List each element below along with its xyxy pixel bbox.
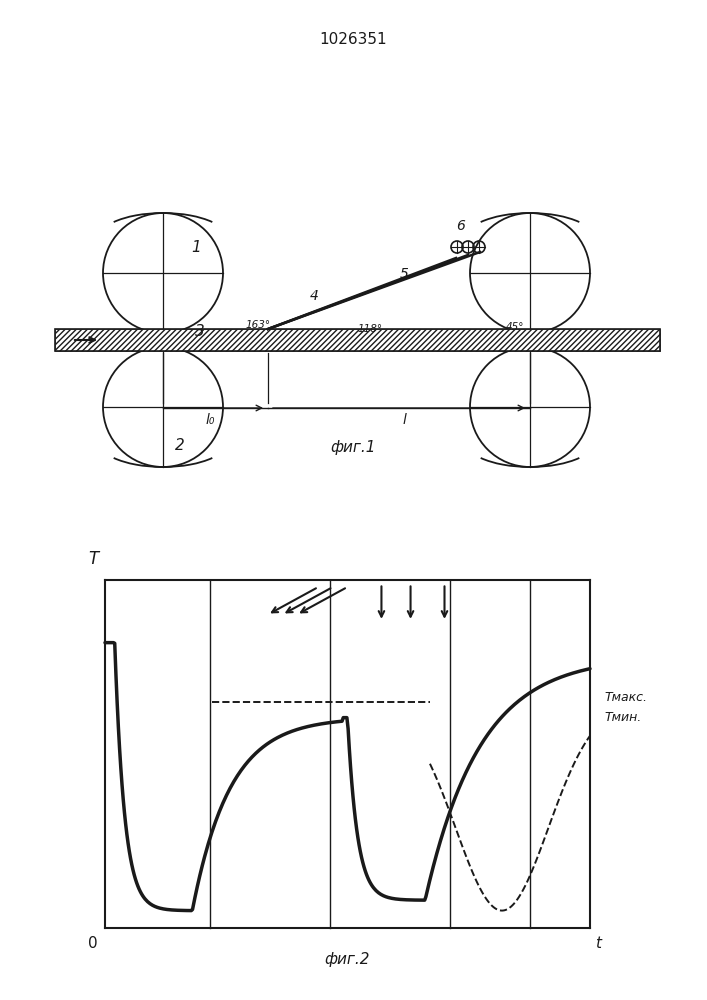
Text: 118°: 118° (358, 324, 383, 334)
Text: Tмакс.: Tмакс. (604, 691, 647, 704)
Text: фиг.1: фиг.1 (330, 440, 375, 455)
Bar (55, 329, 660, 351)
Text: l₀: l₀ (206, 413, 215, 427)
Text: 4: 4 (310, 289, 319, 303)
Text: 5: 5 (400, 267, 409, 281)
Text: t: t (595, 936, 601, 951)
Text: 45°: 45° (506, 322, 525, 332)
Text: 0: 0 (88, 936, 98, 951)
Text: 2: 2 (175, 438, 185, 453)
Text: 6: 6 (456, 219, 465, 233)
Text: l: l (402, 413, 406, 427)
Bar (55, 329, 660, 351)
Text: 163°: 163° (246, 320, 271, 330)
Text: T: T (88, 550, 98, 568)
Text: Tмин.: Tмин. (604, 711, 641, 724)
Text: 1: 1 (191, 240, 201, 255)
Text: 1026351: 1026351 (319, 32, 387, 47)
Text: фиг.2: фиг.2 (325, 952, 370, 967)
Text: 3: 3 (195, 324, 205, 339)
